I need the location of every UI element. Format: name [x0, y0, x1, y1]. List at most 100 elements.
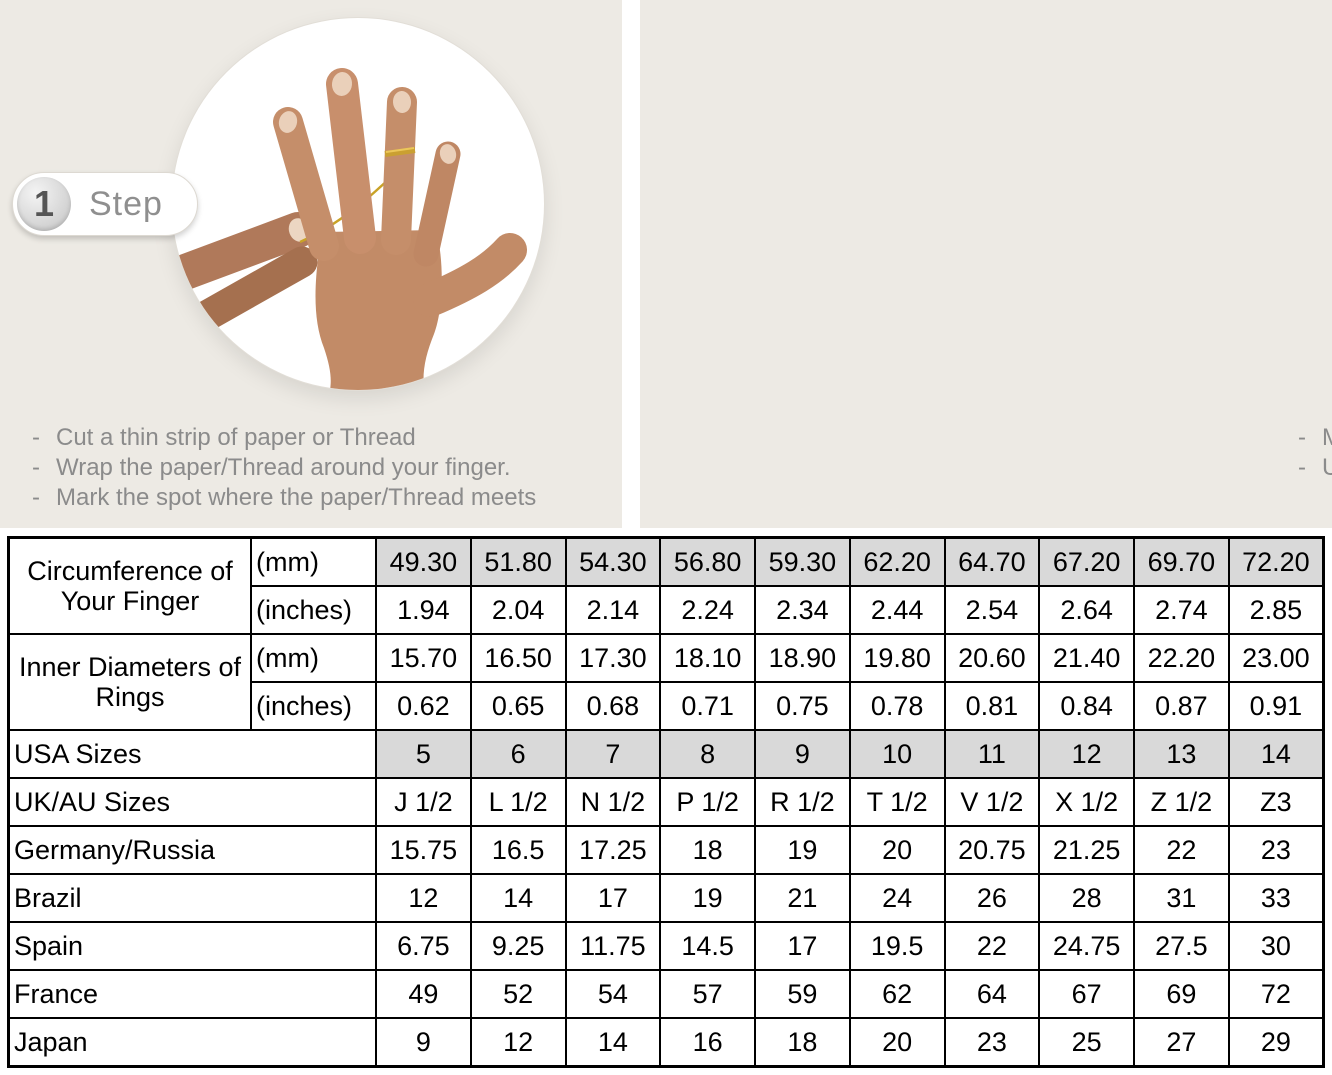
- region-label: France: [7, 969, 377, 1019]
- size-value-cell: 2.44: [848, 585, 946, 635]
- region-label: UK/AU Sizes: [7, 777, 377, 827]
- size-value-cell: 64: [943, 969, 1041, 1019]
- size-value-cell: 23.00: [1227, 633, 1325, 683]
- table-row: Circumference of Your Finger (mm) 49.30 51.…: [7, 536, 1325, 635]
- size-value-cell: 24.75: [1038, 921, 1135, 971]
- gold-ring-icon: [384, 147, 416, 157]
- step-2-panel: 123 2 Step: [640, 0, 1332, 528]
- size-value-cell: 12: [1038, 729, 1135, 779]
- unit-label: (mm): [250, 633, 377, 683]
- size-value-cell: 6.75: [375, 921, 472, 971]
- size-value-cell: 19.5: [848, 921, 946, 971]
- size-value-cell: 18.90: [754, 633, 851, 683]
- size-value-cell: 9: [754, 729, 851, 779]
- table-row: Japan 9 12 14 16 18 20 23 25 27 29: [7, 1017, 1325, 1068]
- size-value-cell: 12: [469, 1017, 567, 1068]
- size-value-cell: 0.84: [1038, 681, 1135, 731]
- steps-section: 1 Step Cut a thin strip of paper or Thre…: [0, 0, 1332, 528]
- size-value-cell: T 1/2: [848, 777, 946, 827]
- size-value-cell: 0.62: [375, 681, 472, 731]
- size-value-cell: 2.64: [1038, 585, 1135, 635]
- row-group-label: Circumference of Your Finger: [7, 536, 252, 635]
- region-label: Spain: [7, 921, 377, 971]
- table-row: UK/AU Sizes J 1/2 L 1/2 N 1/2 P 1/2 R 1/2 T 1/…: [7, 777, 1325, 827]
- size-value-cell: 14: [1227, 729, 1325, 779]
- region-label: Japan: [7, 1017, 377, 1068]
- size-value-cell: 57: [659, 969, 756, 1019]
- size-value-cell: 59.30: [754, 536, 851, 587]
- region-label: USA Sizes: [7, 729, 377, 779]
- size-value-cell: 13: [1133, 729, 1230, 779]
- size-value-cell: 49: [375, 969, 472, 1019]
- size-value-cell: 20: [848, 1017, 946, 1068]
- main-hand-icon: [273, 68, 527, 390]
- size-value-cell: 72: [1227, 969, 1325, 1019]
- size-value-cell: Z 1/2: [1133, 777, 1230, 827]
- table-row: (inches) 0.62 0.65 0.68 0.71 0.75 0.78 0.81 0.84…: [9, 681, 1325, 731]
- size-value-cell: 20.75: [943, 825, 1041, 875]
- size-value-cell: 19.80: [848, 633, 946, 683]
- instruction-line: Cut a thin strip of paper or Thread: [32, 423, 536, 453]
- size-value-cell: 25: [1038, 1017, 1135, 1068]
- size-value-cell: 6: [469, 729, 567, 779]
- size-value-cell: 54: [564, 969, 662, 1019]
- size-value-cell: 9: [375, 1017, 472, 1068]
- size-value-cell: 2.04: [469, 585, 567, 635]
- step-1-instructions: Cut a thin strip of paper or ThreadWrap …: [32, 423, 536, 513]
- size-value-cell: 18: [754, 1017, 851, 1068]
- size-value-cell: 16.5: [469, 825, 567, 875]
- size-value-cell: 0.68: [564, 681, 662, 731]
- table-row: Brazil 12 14 17 19 21 24 26 28 31 33: [7, 873, 1325, 923]
- region-label: Germany/Russia: [7, 825, 377, 875]
- size-value-cell: 2.24: [659, 585, 756, 635]
- unit-label: (inches): [250, 585, 377, 635]
- size-value-cell: 0.78: [848, 681, 946, 731]
- size-value-cell: 1.94: [375, 585, 472, 635]
- step-1-panel: 1 Step Cut a thin strip of paper or Thre…: [0, 0, 622, 528]
- size-value-cell: 21.25: [1038, 825, 1135, 875]
- step-2-instructions: Measure the length of the thread with yo…: [1298, 423, 1332, 483]
- size-value-cell: 14: [469, 873, 567, 923]
- size-value-cell: 21: [754, 873, 851, 923]
- size-value-cell: 17.25: [564, 825, 662, 875]
- size-value-cell: 51.80: [469, 536, 567, 587]
- size-value-cell: 2.14: [564, 585, 662, 635]
- size-value-cell: 18.10: [659, 633, 756, 683]
- size-value-cell: 17.30: [564, 633, 662, 683]
- size-value-cell: 23: [1227, 825, 1325, 875]
- size-value-cell: 0.75: [754, 681, 851, 731]
- instruction-line: Wrap the paper/Thread around your finger…: [32, 453, 536, 483]
- size-value-cell: 9.25: [469, 921, 567, 971]
- size-value-cell: 67.20: [1038, 536, 1135, 587]
- pinching-hand-icon: [172, 212, 318, 354]
- size-value-cell: N 1/2: [564, 777, 662, 827]
- size-value-cell: 16: [659, 1017, 756, 1068]
- size-value-cell: 17: [754, 921, 851, 971]
- size-value-cell: 2.34: [754, 585, 851, 635]
- size-value-cell: 72.20: [1227, 536, 1325, 587]
- size-value-cell: X 1/2: [1038, 777, 1135, 827]
- size-value-cell: 20: [848, 825, 946, 875]
- size-value-cell: 33: [1227, 873, 1325, 923]
- size-value-cell: 0.91: [1227, 681, 1325, 731]
- table-row: (inches) 1.94 2.04 2.14 2.24 2.34 2.44 2.54 2.64…: [9, 585, 1325, 635]
- table-row: Germany/Russia 15.75 16.5 17.25 18 19 20 20.75 2…: [7, 825, 1325, 875]
- size-value-cell: 67: [1038, 969, 1135, 1019]
- size-value-cell: 64.70: [943, 536, 1041, 587]
- size-value-cell: 62: [848, 969, 946, 1019]
- instruction-line: Mark the spot where the paper/Thread mee…: [32, 483, 536, 513]
- size-value-cell: 16.50: [469, 633, 567, 683]
- size-value-cell: 24: [848, 873, 946, 923]
- size-value-cell: L 1/2: [469, 777, 567, 827]
- size-value-cell: 18: [659, 825, 756, 875]
- size-value-cell: Z3: [1227, 777, 1325, 827]
- size-value-cell: 10: [848, 729, 946, 779]
- size-value-cell: 26: [943, 873, 1041, 923]
- size-value-cell: 59: [754, 969, 851, 1019]
- size-value-cell: 14: [564, 1017, 662, 1068]
- size-value-cell: 62.20: [848, 536, 946, 587]
- size-value-cell: R 1/2: [754, 777, 851, 827]
- size-value-cell: 69.70: [1133, 536, 1230, 587]
- step-1-label: Step: [89, 184, 163, 223]
- size-value-cell: 8: [659, 729, 756, 779]
